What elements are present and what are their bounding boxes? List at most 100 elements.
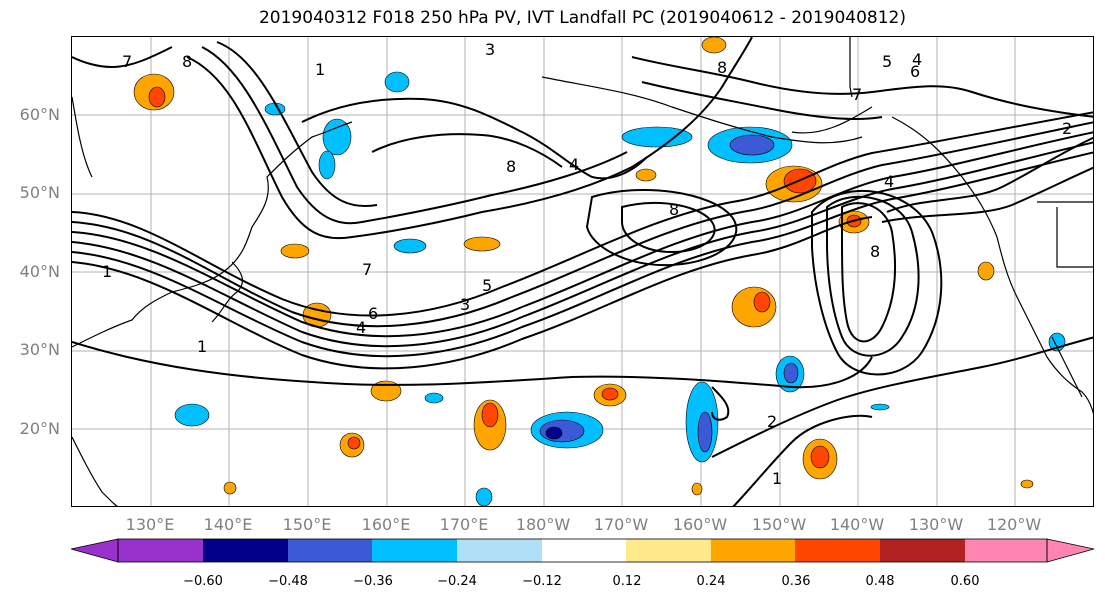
lat-label: 20°N (19, 419, 60, 438)
colorbar-segment (626, 539, 711, 562)
contour-label: 3 (460, 295, 470, 314)
pos-anomaly (601, 387, 619, 401)
map-svg: 1 1 1 1 2 2 3 3 4 4 4 4 5 5 6 6 7 7 7 8 … (72, 37, 1093, 506)
colorbar-label: 0.60 (950, 574, 980, 589)
pv-contour (711, 336, 1093, 458)
lon-label: 170°E (439, 515, 489, 534)
contour-label: 7 (122, 52, 132, 71)
contour-label: 8 (870, 242, 880, 261)
contour-label: 4 (912, 50, 922, 69)
pv-contour (72, 46, 173, 69)
colorbar-label: 0.24 (696, 574, 726, 589)
lon-label: 150°W (751, 515, 807, 534)
lon-label: 150°E (282, 515, 332, 534)
pv-contour (711, 386, 730, 421)
pv-contour (621, 201, 716, 254)
lon-label: 140°E (203, 515, 253, 534)
contour-label: 3 (485, 40, 495, 59)
pos-anomaly (463, 236, 501, 252)
alaska-coast (541, 76, 863, 144)
pos-anomaly (1020, 479, 1034, 489)
pv-contour (72, 151, 1093, 358)
colorbar-segment (542, 539, 626, 562)
contour-label: 8 (182, 52, 192, 71)
contour-label: 5 (482, 276, 492, 295)
contour-label: 4 (356, 318, 366, 337)
contour-label: 5 (882, 52, 892, 71)
colorbar-segment (372, 539, 457, 562)
lon-label: 130°W (908, 515, 964, 534)
baja-coast (1051, 336, 1083, 398)
contour-label: 1 (102, 262, 112, 281)
colorbar-extend-max (1047, 539, 1094, 562)
neg-anomaly (174, 403, 210, 427)
colorbar-label: 0.12 (612, 574, 642, 589)
contour-label: 1 (315, 60, 325, 79)
pos-anomaly (701, 37, 727, 54)
neg-anomaly (729, 134, 775, 156)
pv-contour (826, 195, 920, 357)
pos-anomaly (481, 402, 499, 428)
colorbar-border (117, 538, 1048, 563)
neg-anomaly (322, 118, 352, 156)
colorbar-segments (71, 539, 1094, 562)
pv-contours (72, 37, 1093, 506)
map-panel: 1 1 1 1 2 2 3 3 4 4 4 4 5 5 6 6 7 7 7 8 … (71, 36, 1094, 507)
contour-label: 7 (362, 260, 372, 279)
pos-anomaly (753, 291, 771, 313)
lon-label: 120°W (986, 515, 1042, 534)
pv-contour (72, 121, 1093, 328)
neg-anomaly (318, 150, 336, 180)
pv-contour (732, 414, 873, 506)
colorbar-extend-min (71, 539, 118, 562)
pv-contour (881, 166, 1093, 223)
pv-contour (216, 41, 378, 207)
pv-contour (186, 37, 753, 240)
pv-contour (72, 141, 1093, 348)
colorbar-segment (795, 539, 880, 562)
pv-contour (811, 190, 943, 376)
neg-anomaly (783, 362, 799, 384)
neg-anomaly (475, 487, 493, 506)
lon-label: 170°W (593, 515, 649, 534)
lon-label: 180°W (515, 515, 571, 534)
contour-label: 8 (506, 157, 516, 176)
contour-label: 8 (669, 200, 679, 219)
contour-label: 7 (852, 85, 862, 104)
aleutian-coast (791, 106, 873, 134)
pv-contour (72, 216, 873, 370)
colorbar-segment (203, 539, 288, 562)
pv-contour (72, 131, 1093, 338)
colorbar-label: 0.48 (865, 574, 895, 589)
colorbar-segment (118, 539, 203, 562)
neg-anomaly (870, 403, 890, 411)
state-border (1056, 207, 1093, 268)
colorbar-segment (457, 539, 542, 562)
pv-contour (201, 46, 628, 225)
pos-anomaly (347, 436, 361, 450)
asia-north-coast (72, 96, 93, 178)
pos-anomaly (280, 243, 310, 259)
pv-contour (886, 136, 1093, 213)
contour-label: 4 (884, 172, 894, 191)
japan-coast (211, 261, 244, 323)
lat-label: 50°N (19, 183, 60, 202)
pos-anomaly (370, 380, 402, 402)
pos-anomaly (731, 286, 777, 328)
lon-label: 160°E (361, 515, 411, 534)
pv-contour (371, 133, 563, 168)
contour-label: 1 (197, 337, 207, 356)
colorbar-segment (880, 539, 965, 562)
colorbar-segment (288, 539, 372, 562)
neg-anomaly (384, 71, 410, 93)
pv-contour (72, 111, 1093, 317)
contour-label: 4 (569, 155, 579, 174)
lat-label: 40°N (19, 262, 60, 281)
colorbar-label: 0.36 (781, 574, 811, 589)
colorbar-segment (711, 539, 795, 562)
chart-title: 2019040312 F018 250 hPa PV, IVT Landfall… (258, 8, 906, 28)
contour-label: 2 (767, 412, 777, 431)
pv-contour (641, 81, 883, 121)
pv-contour (841, 202, 896, 343)
neg-anomaly (621, 126, 693, 148)
